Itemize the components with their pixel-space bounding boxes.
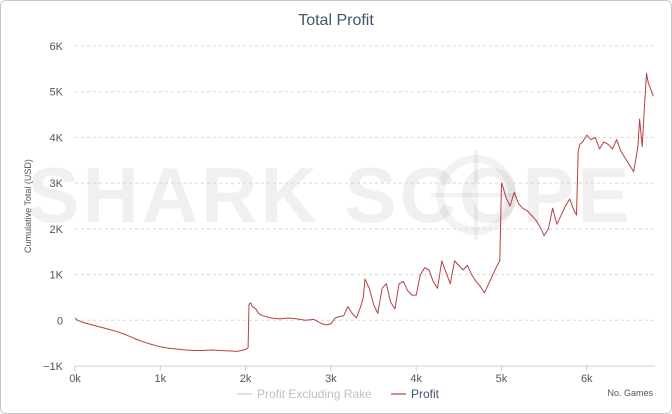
x-axis-label: No. Games bbox=[607, 388, 653, 398]
y-tick-label: 2K bbox=[50, 224, 64, 236]
x-tick-label: 5k bbox=[496, 373, 508, 385]
x-tick-label: 0k bbox=[69, 373, 81, 385]
grid bbox=[75, 45, 655, 321]
x-tick-label: 2k bbox=[240, 373, 252, 385]
legend-label-profit: Profit bbox=[411, 387, 440, 401]
y-tick-label: 4K bbox=[50, 132, 64, 144]
axes: −1K 0 1K 2K 3K 4K 5K 6K 0k 1k 2k 3k 4k 5k 6k bbox=[43, 41, 655, 385]
legend[interactable]: Profit Excluding Rake Profit bbox=[237, 387, 440, 401]
y-tick-label: 0 bbox=[57, 315, 63, 327]
x-tick-label: 4k bbox=[410, 373, 422, 385]
watermark-text: SHARK SCOPE bbox=[27, 151, 632, 239]
chart-title: Total Profit bbox=[298, 12, 374, 29]
y-tick-label: 1K bbox=[50, 270, 64, 282]
x-tick-label: 1k bbox=[154, 373, 166, 385]
series-line-profit bbox=[74, 72, 654, 352]
legend-item-profit-excluding-rake[interactable]: Profit Excluding Rake bbox=[237, 387, 372, 401]
watermark-scope-icon bbox=[436, 155, 516, 235]
y-tick-label: −1K bbox=[43, 361, 64, 373]
y-tick-label: 5K bbox=[50, 87, 64, 99]
y-tick-label: 6K bbox=[50, 41, 64, 53]
legend-label-profit-excluding-rake: Profit Excluding Rake bbox=[257, 387, 372, 401]
watermark: SHARK SCOPE bbox=[27, 150, 632, 240]
y-axis-label: Cumulative Total (USD) bbox=[23, 159, 33, 253]
x-tick-label: 6k bbox=[581, 373, 593, 385]
legend-item-profit[interactable]: Profit bbox=[391, 387, 440, 401]
series bbox=[74, 72, 654, 352]
x-tick-label: 3k bbox=[325, 373, 337, 385]
y-tick-label: 3K bbox=[50, 178, 64, 190]
